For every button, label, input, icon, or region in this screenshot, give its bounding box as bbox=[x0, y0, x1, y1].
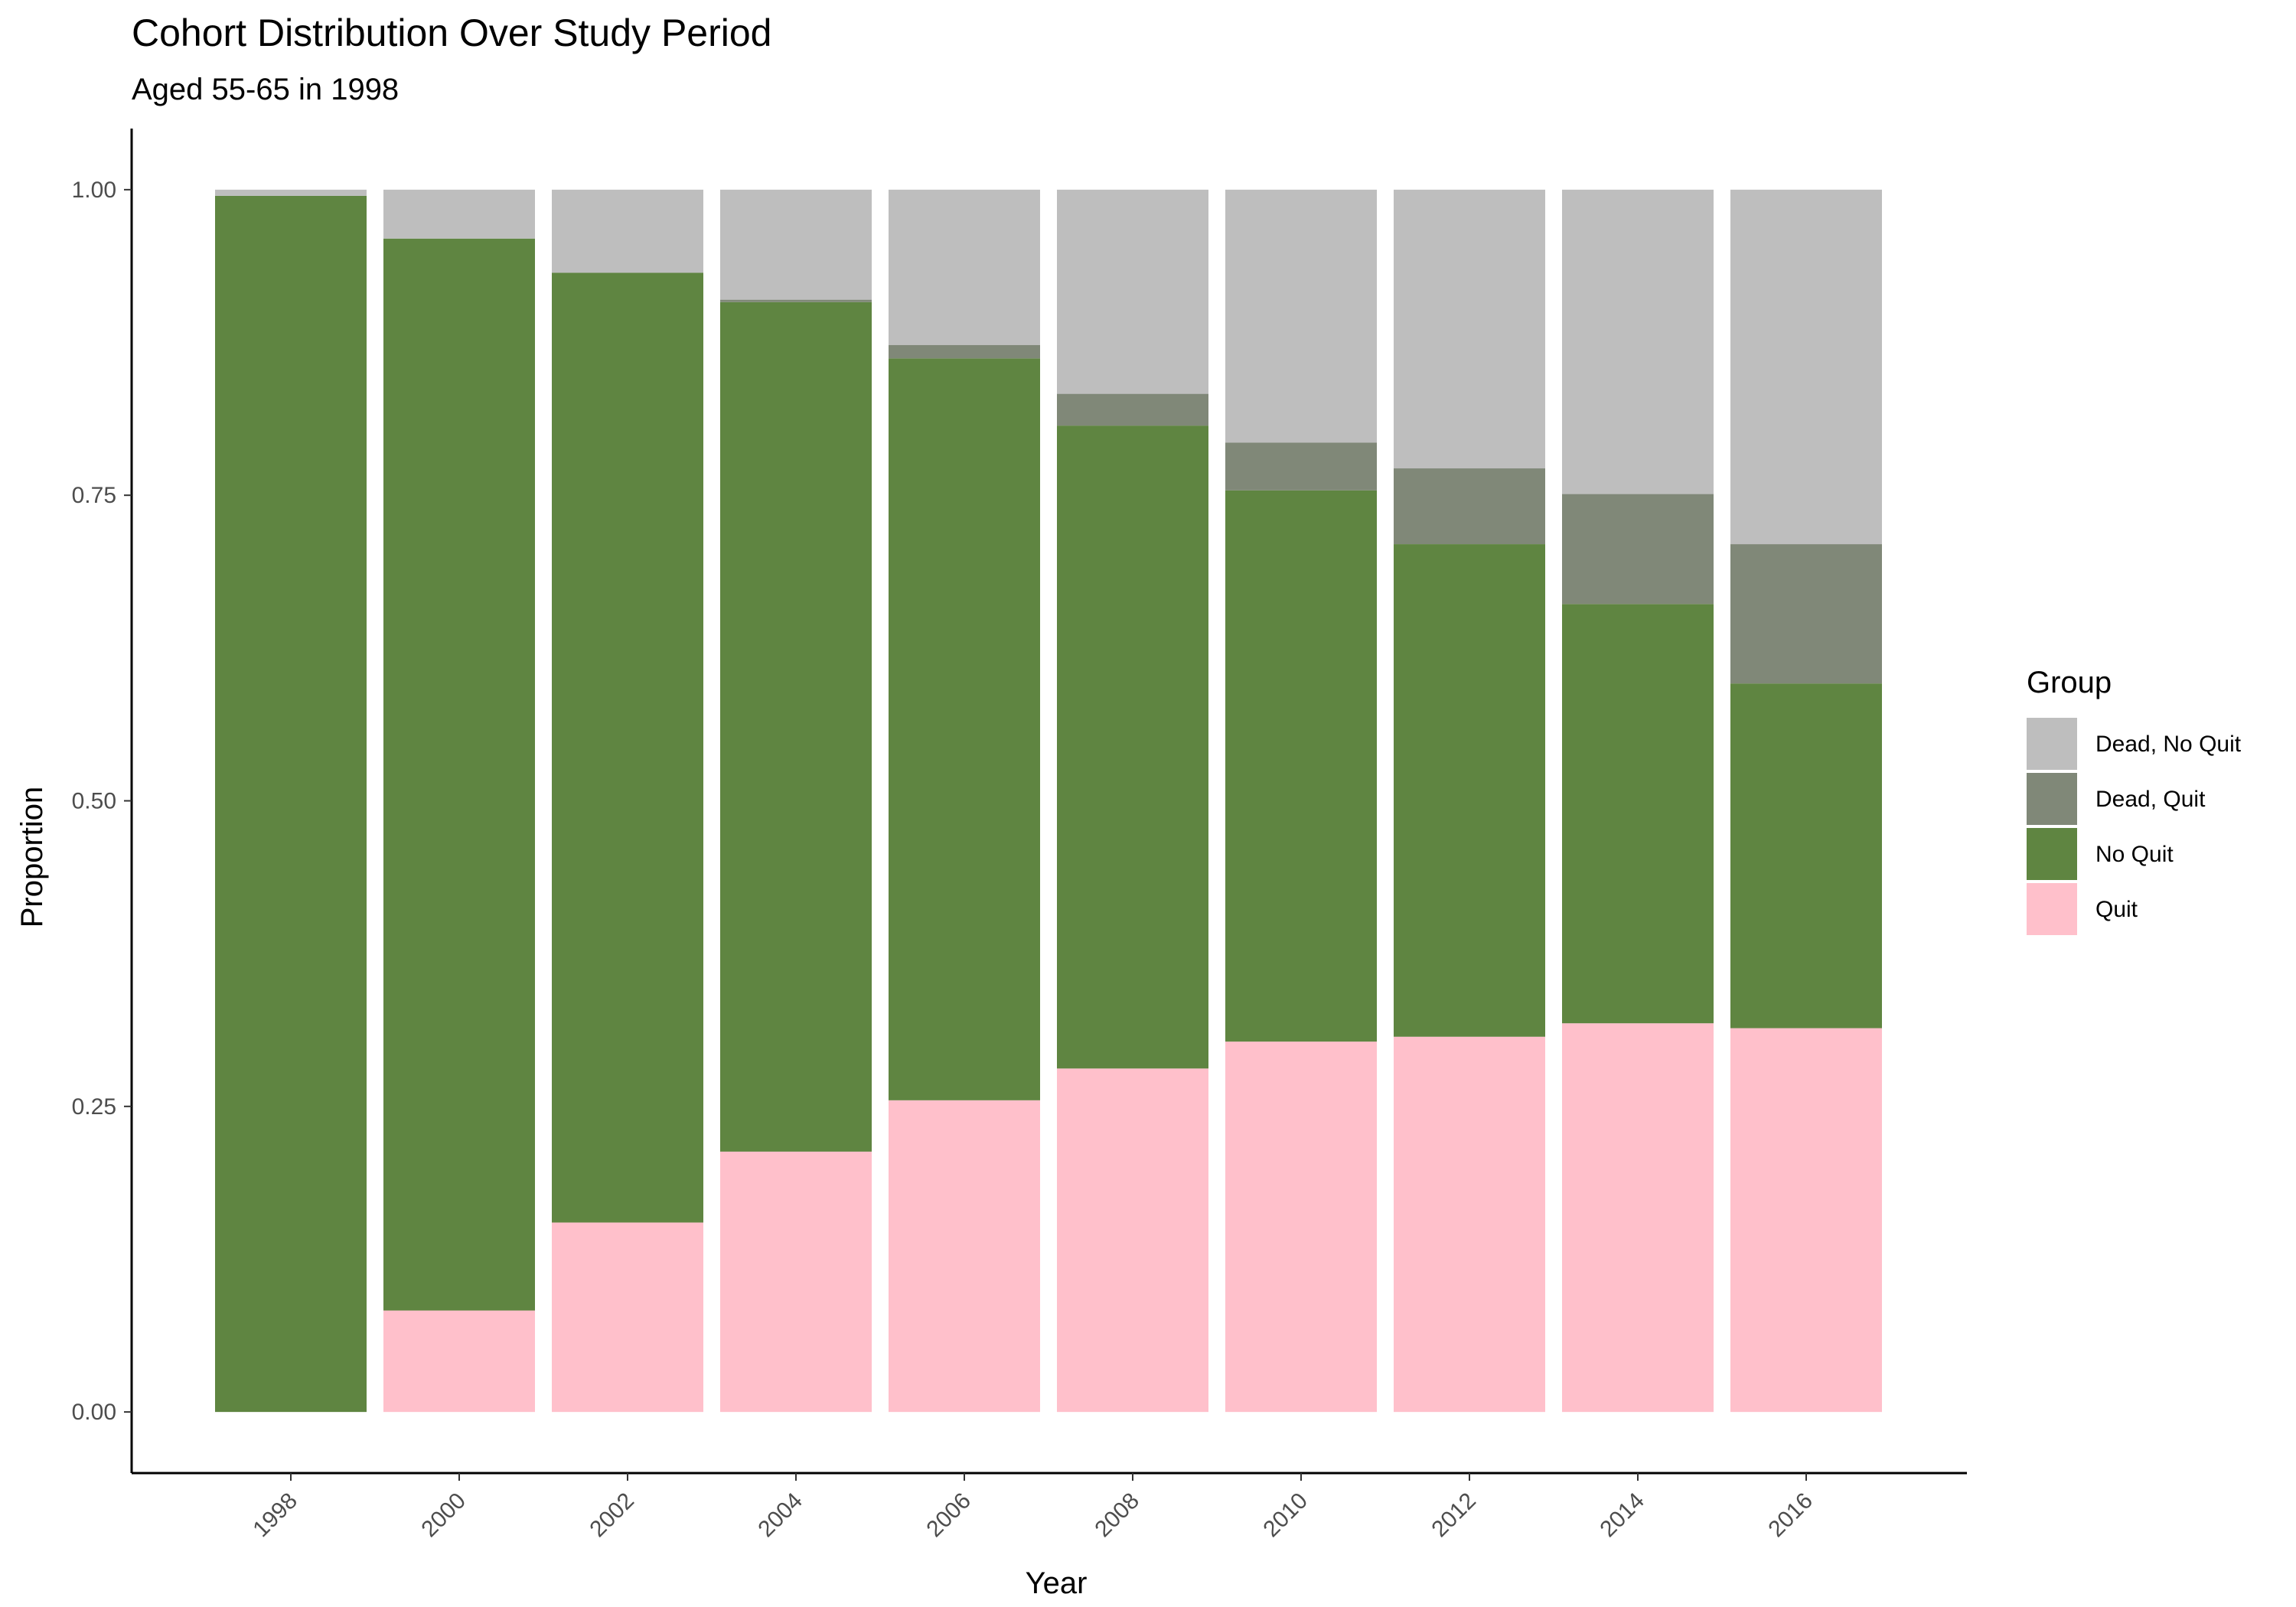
y-tick-label-0.50: 0.50 bbox=[72, 789, 116, 814]
bar-quit-2006 bbox=[889, 1100, 1040, 1413]
legend-key-dead-no-quit bbox=[2027, 718, 2077, 770]
bar-dead-quit-2010 bbox=[1225, 442, 1377, 491]
bar-dead-no-quit-2004 bbox=[720, 189, 872, 300]
bar-no-quit-1998 bbox=[215, 195, 367, 1413]
x-tick-label-2012: 2012 bbox=[1427, 1488, 1481, 1543]
bar-no-quit-2006 bbox=[889, 358, 1040, 1100]
bar-dead-no-quit-1998 bbox=[215, 189, 367, 196]
bar-quit-2008 bbox=[1057, 1068, 1208, 1413]
bar-dead-no-quit-2012 bbox=[1394, 189, 1545, 469]
x-tick-label-2002: 2002 bbox=[585, 1488, 639, 1543]
y-tick-label-1.00: 1.00 bbox=[72, 178, 116, 203]
x-tick-label-2008: 2008 bbox=[1090, 1488, 1144, 1543]
bar-dead-quit-2006 bbox=[889, 344, 1040, 359]
bar-dead-no-quit-2006 bbox=[889, 189, 1040, 345]
legend-title: Group bbox=[2027, 666, 2112, 699]
x-tick-label-2016: 2016 bbox=[1763, 1488, 1818, 1543]
bar-dead-no-quit-2002 bbox=[552, 189, 703, 273]
bar-quit-2004 bbox=[720, 1151, 872, 1413]
legend-label-no-quit: No Quit bbox=[2095, 842, 2174, 867]
y-axis-title: Proportion bbox=[15, 787, 49, 928]
x-axis-title: Year bbox=[1026, 1566, 1088, 1600]
bar-no-quit-2008 bbox=[1057, 425, 1208, 1069]
bar-no-quit-2012 bbox=[1394, 544, 1545, 1037]
x-tick-label-2006: 2006 bbox=[921, 1488, 976, 1543]
bar-no-quit-2016 bbox=[1730, 683, 1882, 1028]
bar-no-quit-2000 bbox=[383, 238, 535, 1311]
bar-no-quit-2010 bbox=[1225, 490, 1377, 1042]
x-tick-label-2014: 2014 bbox=[1595, 1488, 1649, 1543]
bar-dead-quit-2008 bbox=[1057, 393, 1208, 426]
bar-dead-no-quit-2010 bbox=[1225, 189, 1377, 443]
legend-key-quit bbox=[2027, 883, 2077, 935]
bar-dead-quit-2016 bbox=[1730, 544, 1882, 684]
bar-quit-2012 bbox=[1394, 1036, 1545, 1413]
bar-dead-no-quit-2008 bbox=[1057, 189, 1208, 394]
bar-quit-2000 bbox=[383, 1310, 535, 1413]
legend-key-no-quit bbox=[2027, 828, 2077, 880]
bar-dead-no-quit-2016 bbox=[1730, 189, 1882, 545]
x-tick-label-2010: 2010 bbox=[1258, 1488, 1313, 1543]
bar-dead-no-quit-2014 bbox=[1562, 189, 1714, 494]
x-tick-label-2004: 2004 bbox=[753, 1488, 807, 1543]
bar-quit-2010 bbox=[1225, 1041, 1377, 1413]
bar-dead-quit-2004 bbox=[720, 299, 872, 302]
y-tick-label-0.00: 0.00 bbox=[72, 1400, 116, 1425]
bar-no-quit-2014 bbox=[1562, 604, 1714, 1024]
bar-dead-quit-2012 bbox=[1394, 468, 1545, 545]
bar-no-quit-2002 bbox=[552, 272, 703, 1223]
bars-group bbox=[215, 189, 1882, 1413]
chart-subtitle: Aged 55-65 in 1998 bbox=[132, 73, 399, 106]
bar-no-quit-2004 bbox=[720, 302, 872, 1152]
legend-label-dead-quit: Dead, Quit bbox=[2095, 787, 2206, 812]
bar-quit-2016 bbox=[1730, 1028, 1882, 1413]
bar-quit-2002 bbox=[552, 1222, 703, 1413]
x-tick-label-1998: 1998 bbox=[248, 1488, 302, 1543]
chart-title: Cohort Distribution Over Study Period bbox=[132, 11, 771, 54]
legend-label-dead-no-quit: Dead, No Quit bbox=[2095, 732, 2242, 757]
legend-key-dead-quit bbox=[2027, 773, 2077, 825]
y-tick-label-0.25: 0.25 bbox=[72, 1094, 116, 1120]
x-tick-label-2000: 2000 bbox=[416, 1488, 471, 1543]
legend: Group Dead, No Quit Dead, Quit No Quit Quit bbox=[2027, 666, 2242, 935]
bar-dead-no-quit-2000 bbox=[383, 189, 535, 239]
legend-label-quit: Quit bbox=[2095, 897, 2138, 922]
bar-dead-quit-2014 bbox=[1562, 494, 1714, 605]
bar-quit-2014 bbox=[1562, 1023, 1714, 1413]
y-tick-label-0.75: 0.75 bbox=[72, 483, 116, 508]
